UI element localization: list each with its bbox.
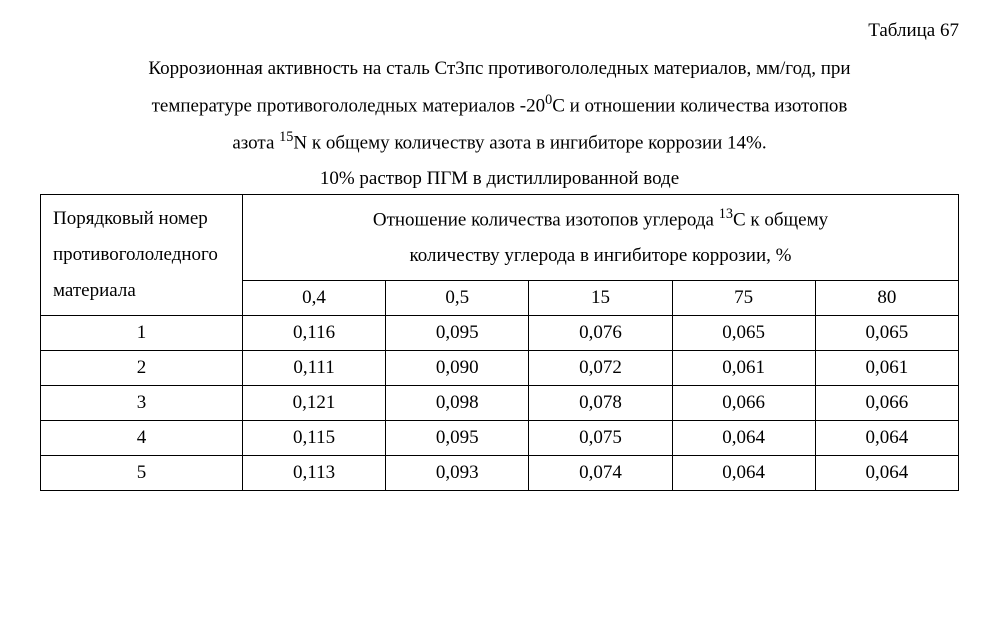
- table-caption: Коррозионная активность на сталь Ст3пс п…: [40, 50, 959, 162]
- row-number: 3: [41, 386, 243, 421]
- cell: 0,061: [672, 351, 815, 386]
- table-row: 5 0,113 0,093 0,074 0,064 0,064: [41, 456, 959, 491]
- cell: 0,115: [242, 421, 385, 456]
- caption-line1: Коррозионная активность на сталь Ст3пс п…: [148, 58, 850, 79]
- caption-line2b: С и отношении количества изотопов: [552, 95, 847, 116]
- cell: 0,075: [529, 421, 672, 456]
- row-header-l1: Порядковый номер: [53, 208, 208, 229]
- col-header: 0,5: [386, 281, 529, 316]
- group-header-l1a: Отношение количества изотопов углерода: [373, 209, 719, 230]
- cell: 0,066: [672, 386, 815, 421]
- cell: 0,072: [529, 351, 672, 386]
- table-row: 1 0,116 0,095 0,076 0,065 0,065: [41, 316, 959, 351]
- table-row: 2 0,111 0,090 0,072 0,061 0,061: [41, 351, 959, 386]
- cell: 0,064: [672, 421, 815, 456]
- row-number: 2: [41, 351, 243, 386]
- cell: 0,095: [386, 421, 529, 456]
- cell: 0,121: [242, 386, 385, 421]
- solution-line: 10% раствор ПГМ в дистиллированной воде: [40, 168, 959, 190]
- row-header-cell: Порядковый номер противогололедного мате…: [41, 194, 243, 316]
- table-header-row1: Порядковый номер противогололедного мате…: [41, 194, 959, 281]
- cell: 0,074: [529, 456, 672, 491]
- group-header-l2: количеству углерода в ингибиторе коррози…: [409, 245, 791, 266]
- cell: 0,093: [386, 456, 529, 491]
- col-header: 0,4: [242, 281, 385, 316]
- cell: 0,078: [529, 386, 672, 421]
- cell: 0,066: [815, 386, 958, 421]
- row-number: 4: [41, 421, 243, 456]
- caption-line3-sup: 15: [279, 129, 293, 145]
- cell: 0,065: [815, 316, 958, 351]
- col-header: 15: [529, 281, 672, 316]
- caption-line3b: N к общему количеству азота в ингибиторе…: [293, 133, 766, 154]
- group-header-l1b: С к общему: [733, 209, 828, 230]
- table-number: Таблица 67: [40, 20, 959, 42]
- col-header: 75: [672, 281, 815, 316]
- caption-line2a: температуре противогололедных материалов…: [152, 95, 545, 116]
- table-row: 3 0,121 0,098 0,078 0,066 0,066: [41, 386, 959, 421]
- group-header-cell: Отношение количества изотопов углерода 1…: [242, 194, 958, 281]
- cell: 0,098: [386, 386, 529, 421]
- caption-line3a: азота: [232, 133, 279, 154]
- cell: 0,064: [815, 456, 958, 491]
- cell: 0,095: [386, 316, 529, 351]
- cell: 0,065: [672, 316, 815, 351]
- cell: 0,111: [242, 351, 385, 386]
- data-table: Порядковый номер противогололедного мате…: [40, 194, 959, 492]
- col-header: 80: [815, 281, 958, 316]
- cell: 0,064: [672, 456, 815, 491]
- table-row: 4 0,115 0,095 0,075 0,064 0,064: [41, 421, 959, 456]
- row-header-l2: противогололедного: [53, 244, 218, 265]
- row-number: 1: [41, 316, 243, 351]
- cell: 0,113: [242, 456, 385, 491]
- row-number: 5: [41, 456, 243, 491]
- row-header-l3: материала: [53, 280, 136, 301]
- cell: 0,064: [815, 421, 958, 456]
- group-header-sup: 13: [719, 206, 733, 222]
- cell: 0,090: [386, 351, 529, 386]
- cell: 0,116: [242, 316, 385, 351]
- cell: 0,076: [529, 316, 672, 351]
- cell: 0,061: [815, 351, 958, 386]
